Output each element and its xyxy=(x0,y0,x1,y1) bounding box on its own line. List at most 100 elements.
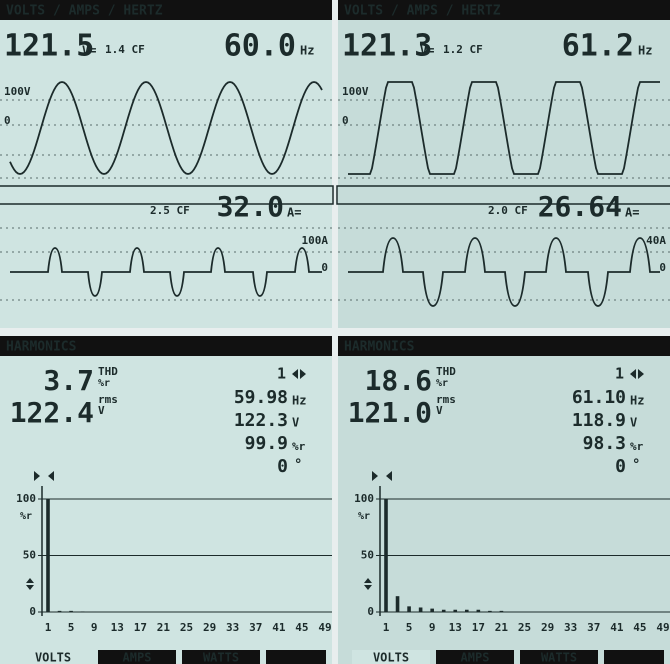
harmonic-bar xyxy=(465,610,469,612)
voltage: 121.3 xyxy=(342,29,432,64)
meter-screens: VOLTS / AMPS / HERTZ121.5V=1.4 CF60.0Hz1… xyxy=(0,0,670,664)
harmonic-bar xyxy=(453,610,457,612)
meter-panel: HARMONICS18.6THD%r121.0rmsV161.10Hz118.9… xyxy=(338,336,670,664)
x-tick-label: 29 xyxy=(203,621,216,634)
rms: 122.4 xyxy=(10,396,94,429)
tab-label[interactable]: VOLTS xyxy=(373,651,409,664)
harmonic-bar xyxy=(500,611,504,612)
h-voltage-unit: V xyxy=(630,416,637,430)
h-percent-unit: %r xyxy=(630,440,644,453)
x-tick-label: 41 xyxy=(272,621,286,634)
y-unit: %r xyxy=(358,511,370,522)
y-tick-label: 100 xyxy=(354,492,374,505)
tab-label[interactable]: WATTS xyxy=(203,651,239,664)
x-tick-label: 13 xyxy=(449,621,462,634)
thd: 18.6 xyxy=(365,364,432,397)
phase-unit: ° xyxy=(632,457,640,473)
harmonic: 1 xyxy=(615,365,624,383)
voltage-cf: 1.4 CF xyxy=(105,43,145,56)
x-tick-label: 49 xyxy=(318,621,331,634)
frequency-unit: Hz xyxy=(638,44,652,58)
x-tick-label: 33 xyxy=(564,621,577,634)
x-tick-label: 29 xyxy=(541,621,554,634)
current-unit: A= xyxy=(287,206,301,220)
tab-icon[interactable] xyxy=(604,650,664,664)
tab-label[interactable]: AMPS xyxy=(461,651,490,664)
x-tick-label: 45 xyxy=(295,621,308,634)
harmonic-bar xyxy=(477,610,481,612)
x-tick-label: 1 xyxy=(45,621,52,634)
tab-label[interactable]: VOLTS xyxy=(35,651,71,664)
phase-unit: ° xyxy=(294,457,302,473)
x-tick-label: 21 xyxy=(157,621,171,634)
current: 26.64 xyxy=(538,190,622,223)
voltage-zero: 0 xyxy=(342,114,349,127)
frequency: 59.98 xyxy=(234,387,288,408)
x-tick-label: 21 xyxy=(495,621,509,634)
x-tick-label: 5 xyxy=(68,621,75,634)
current-zero: 0 xyxy=(659,261,666,274)
frequency: 61.2 xyxy=(562,29,634,64)
h-voltage: 122.3 xyxy=(234,410,288,431)
y-tick-label: 100 xyxy=(16,492,36,505)
voltage-unit: V= xyxy=(82,44,96,58)
x-tick-label: 49 xyxy=(656,621,669,634)
harmonic-bar xyxy=(407,606,411,612)
x-tick-label: 33 xyxy=(226,621,239,634)
h-voltage: 118.9 xyxy=(572,410,626,431)
x-tick-label: 5 xyxy=(406,621,413,634)
rms-unit: V xyxy=(436,404,443,417)
frequency-unit: Hz xyxy=(630,394,644,408)
current-scale: 100A xyxy=(302,234,329,247)
phase: 0 xyxy=(277,456,288,477)
y-tick-label: 0 xyxy=(367,605,374,618)
header-title: HARMONICS xyxy=(6,340,77,355)
harmonic-bar xyxy=(430,609,434,612)
x-tick-label: 17 xyxy=(134,621,147,634)
x-tick-label: 17 xyxy=(472,621,485,634)
h-percent: 99.9 xyxy=(245,433,288,454)
x-tick-label: 9 xyxy=(91,621,98,634)
x-tick-label: 13 xyxy=(111,621,124,634)
x-tick-label: 41 xyxy=(610,621,624,634)
harmonic-bar xyxy=(69,611,73,612)
current-cf: 2.5 CF xyxy=(150,204,190,217)
header-title: VOLTS / AMPS / HERTZ xyxy=(344,4,501,19)
h-percent-unit: %r xyxy=(292,440,306,453)
current-unit: A= xyxy=(625,206,639,220)
current: 32.0 xyxy=(217,190,284,223)
thd: 3.7 xyxy=(43,364,94,397)
y-tick-label: 50 xyxy=(23,549,36,562)
voltage-scale: 100V xyxy=(342,85,369,98)
phase: 0 xyxy=(615,456,626,477)
current-cf: 2.0 CF xyxy=(488,204,528,217)
thd-label: THD xyxy=(98,365,118,378)
voltage-unit: V= xyxy=(420,44,434,58)
tab-label[interactable]: AMPS xyxy=(123,651,152,664)
voltage-zero: 0 xyxy=(4,114,11,127)
thd-label: THD xyxy=(436,365,456,378)
x-tick-label: 37 xyxy=(587,621,600,634)
harmonic-bar xyxy=(58,611,62,612)
harmonic-bar xyxy=(384,499,388,612)
tab-icon[interactable] xyxy=(266,650,326,664)
voltage-scale: 100V xyxy=(4,85,31,98)
thd-unit: %r xyxy=(98,378,110,389)
current-zero: 0 xyxy=(321,261,328,274)
harmonic-bar xyxy=(419,607,423,612)
x-tick-label: 25 xyxy=(180,621,193,634)
tab-label[interactable]: WATTS xyxy=(541,651,577,664)
y-tick-label: 50 xyxy=(361,549,374,562)
voltage: 121.5 xyxy=(4,29,94,64)
header-title: VOLTS / AMPS / HERTZ xyxy=(6,4,163,19)
rms-unit: V xyxy=(98,404,105,417)
harmonic: 1 xyxy=(277,365,286,383)
voltage-cf: 1.2 CF xyxy=(443,43,483,56)
frequency: 61.10 xyxy=(572,387,626,408)
h-voltage-unit: V xyxy=(292,416,299,430)
y-tick-label: 0 xyxy=(29,605,36,618)
frequency: 60.0 xyxy=(224,29,296,64)
y-unit: %r xyxy=(20,511,32,522)
